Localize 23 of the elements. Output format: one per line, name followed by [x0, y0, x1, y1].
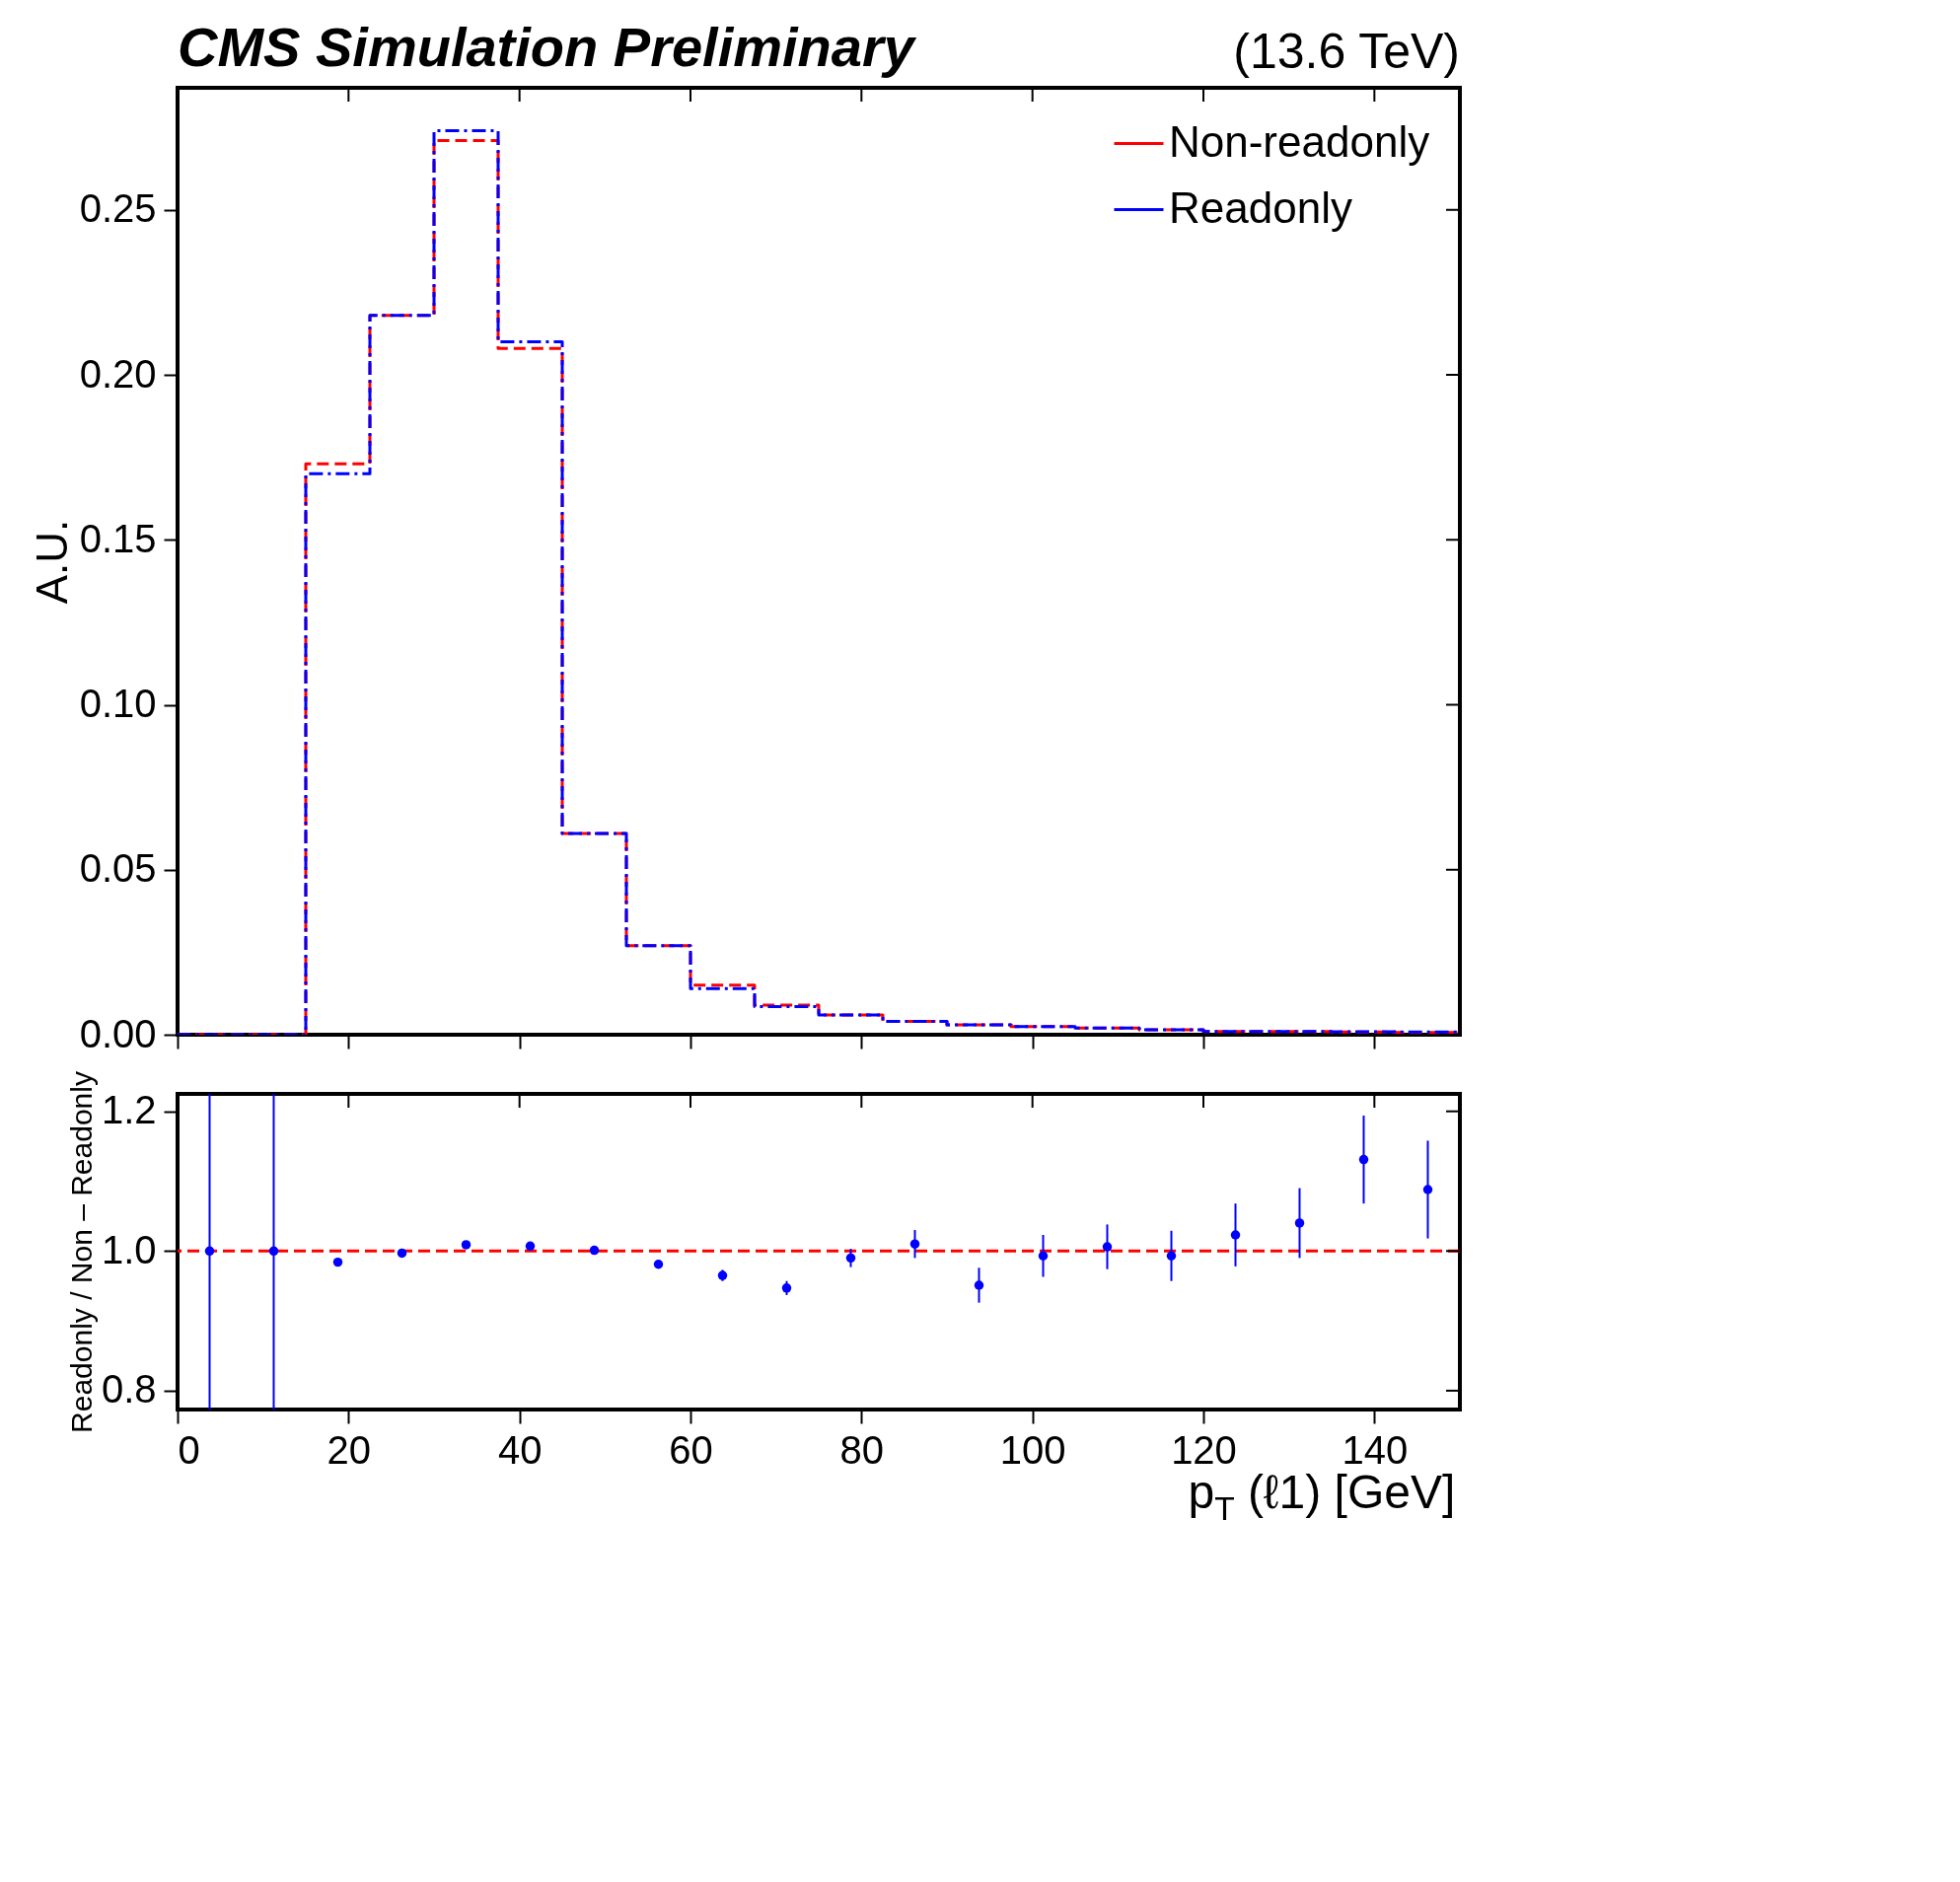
y-axis-title: A.U.	[27, 519, 76, 605]
x-tick-label: 0	[178, 1427, 200, 1472]
y-tick-label: 0.15	[79, 516, 157, 560]
y-tick-label: 1.2	[101, 1088, 157, 1132]
y-tick-label: 0.10	[79, 682, 157, 726]
x-tick-label: 40	[497, 1427, 543, 1472]
y-tick-label: 0.25	[79, 186, 157, 231]
y-axis-title: Readonly / Non – Readonly	[64, 1071, 98, 1433]
chart-title: CMS Simulation Preliminary	[178, 16, 917, 78]
x-tick-label: 100	[999, 1427, 1066, 1472]
y-tick-label: 1.0	[101, 1227, 157, 1271]
x-tick-label: 140	[1342, 1427, 1409, 1472]
x-tick-label: 120	[1171, 1427, 1237, 1472]
chart-subtitle: (13.6 TeV)	[1233, 24, 1460, 79]
x-tick-label: 20	[327, 1427, 372, 1472]
x-tick-label: 80	[839, 1427, 885, 1472]
y-tick-label: 0.8	[101, 1367, 157, 1412]
y-tick-label: 0.05	[79, 846, 157, 891]
legend-label: Non-readonly	[1169, 116, 1430, 166]
y-tick-label: 0.20	[79, 351, 157, 396]
legend-label: Readonly	[1169, 182, 1352, 232]
y-tick-label: 0.00	[79, 1011, 157, 1055]
x-tick-label: 60	[669, 1427, 713, 1472]
